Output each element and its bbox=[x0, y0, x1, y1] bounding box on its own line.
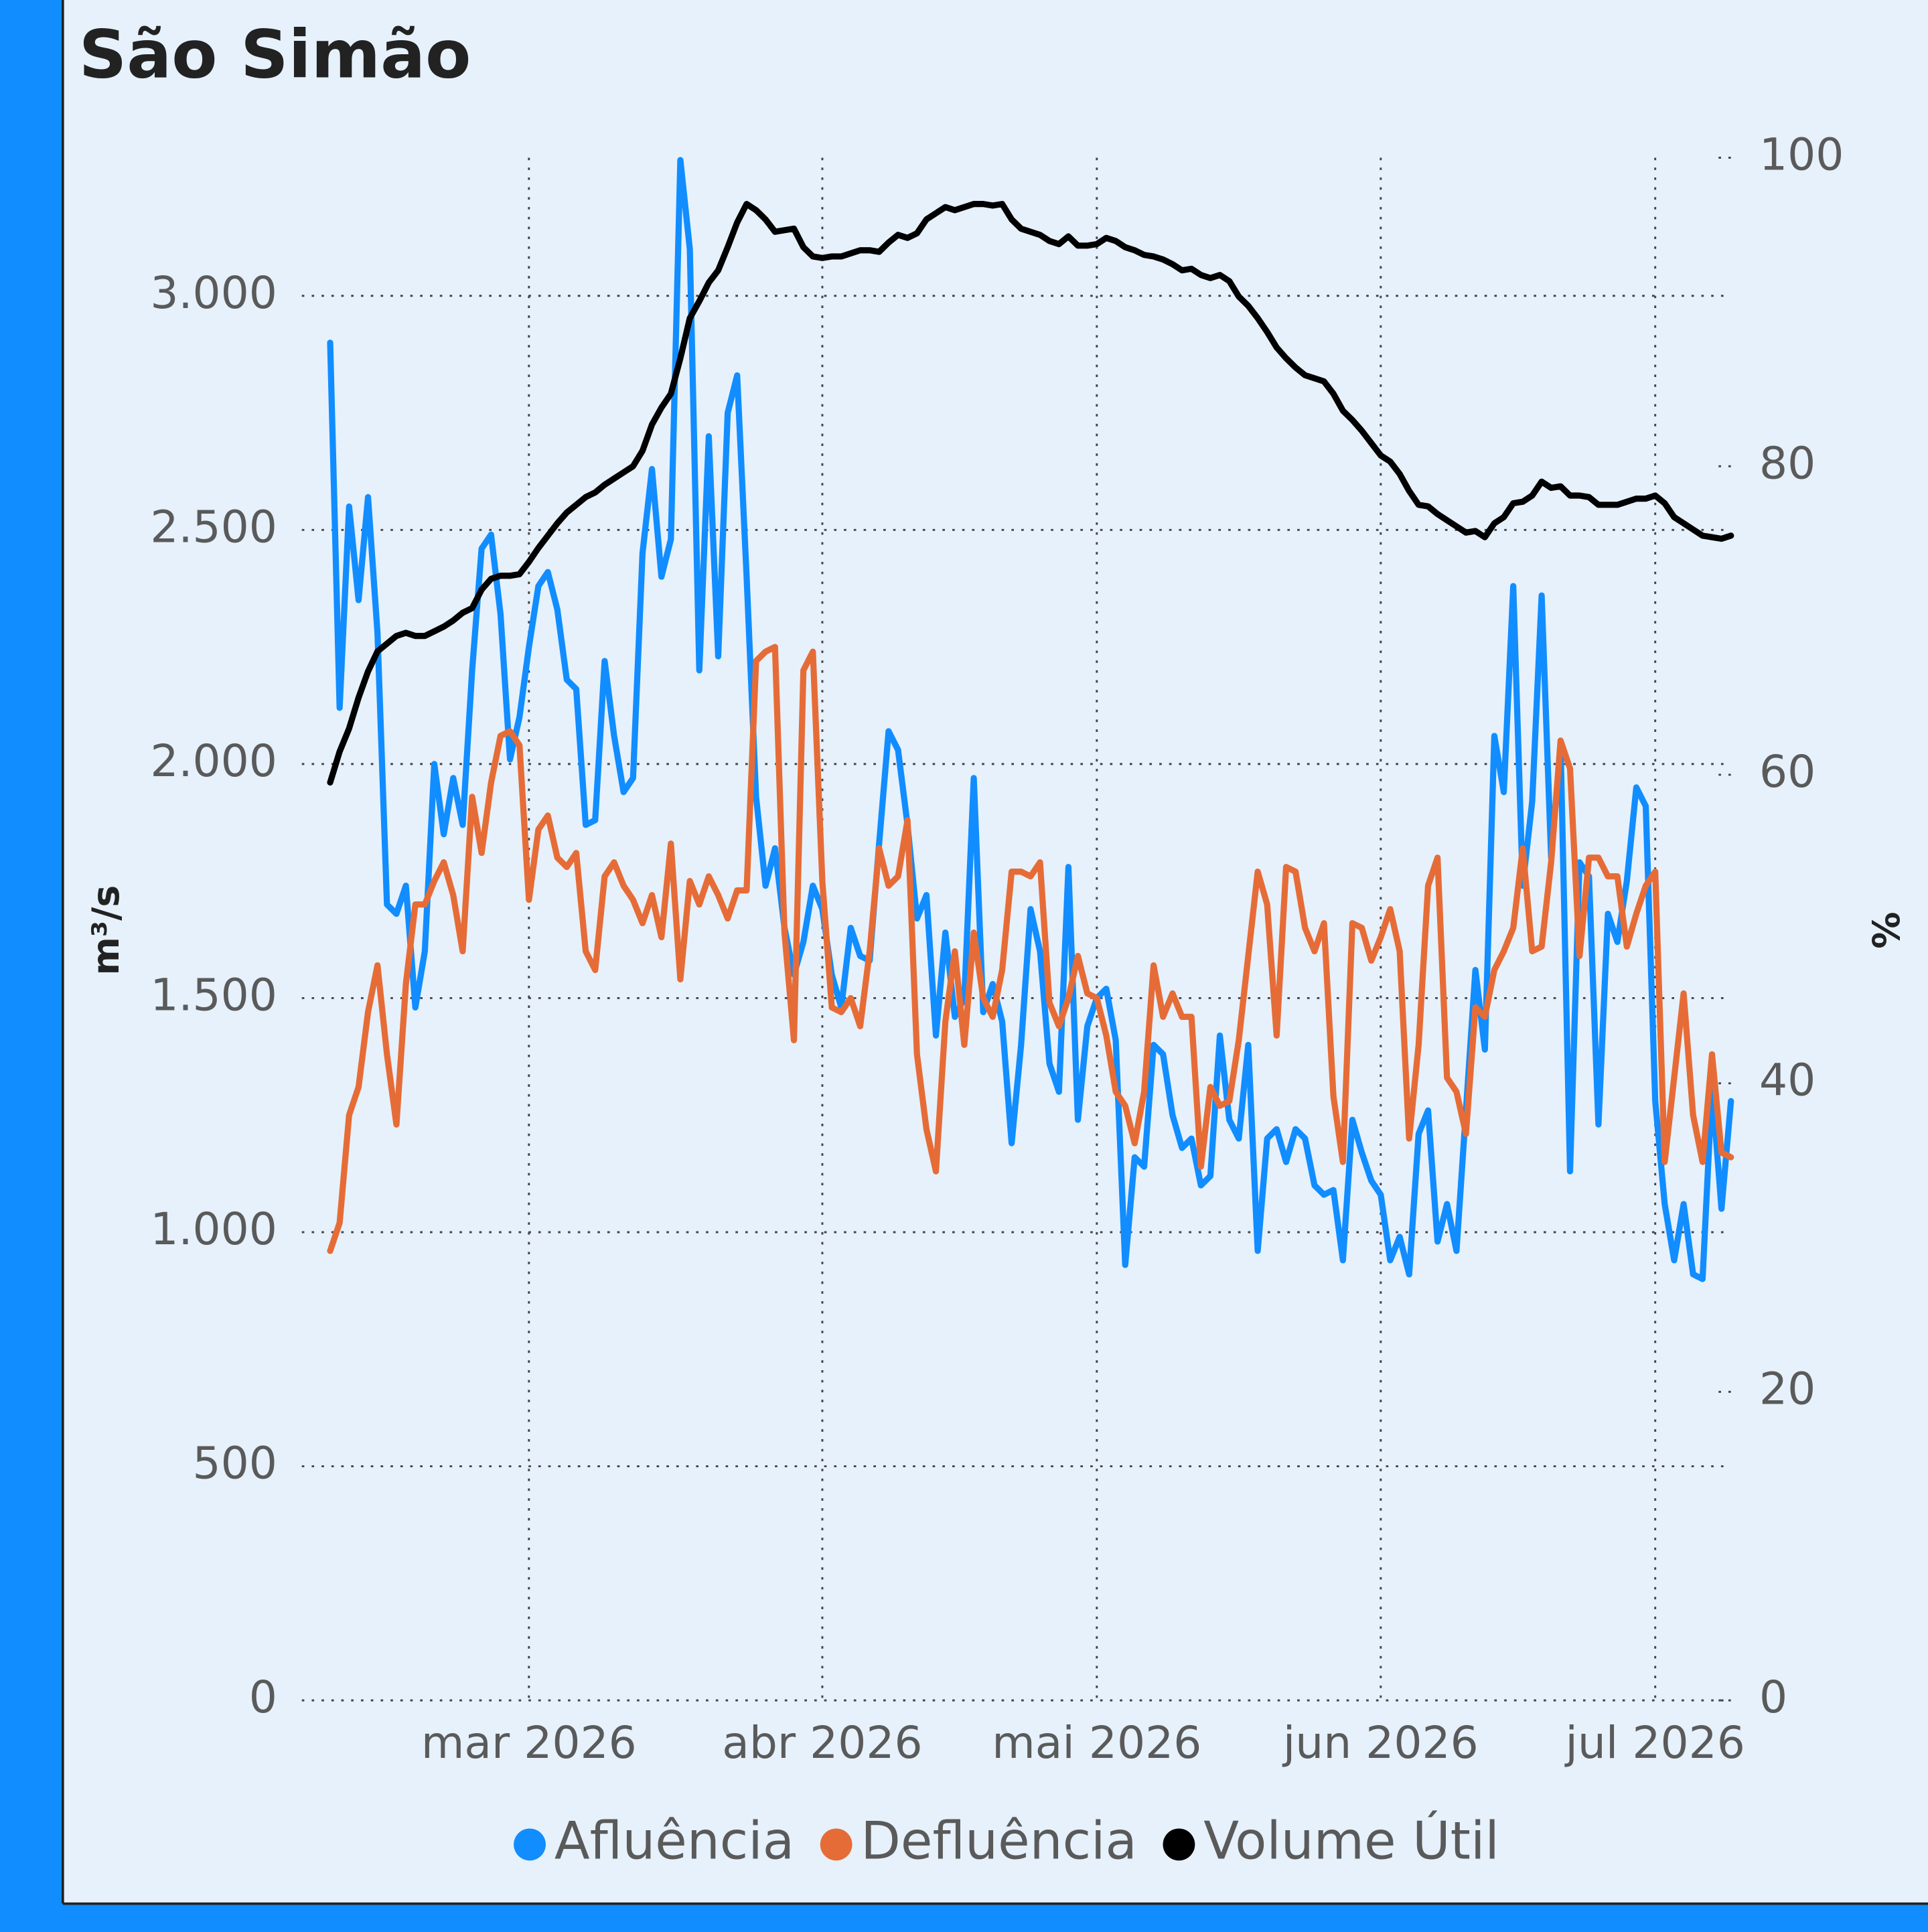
x-tick-label: jul 2026 bbox=[1564, 1717, 1745, 1769]
y-tick-label: 500 bbox=[193, 1438, 277, 1489]
y-axis-title: m³/s bbox=[85, 885, 128, 976]
legend-marker bbox=[1163, 1828, 1195, 1861]
y-tick-label: 3.000 bbox=[150, 267, 277, 319]
legend-label: Afluência bbox=[554, 1811, 794, 1871]
series-line bbox=[327, 157, 1734, 1282]
legend-marker bbox=[820, 1828, 852, 1861]
left-accent bbox=[0, 0, 62, 1932]
x-tick-label: abr 2026 bbox=[722, 1717, 922, 1769]
y-tick-label: 0 bbox=[249, 1671, 277, 1723]
y2-tick-label: 20 bbox=[1759, 1363, 1815, 1414]
series-line bbox=[327, 644, 1734, 1254]
x-tick-label: mai 2026 bbox=[992, 1717, 1201, 1769]
y2-tick-label: 80 bbox=[1759, 437, 1815, 489]
legend-label: Volume Útil bbox=[1203, 1810, 1499, 1871]
y2-tick-label: 60 bbox=[1759, 746, 1815, 798]
legend-label: Defluência bbox=[861, 1811, 1136, 1871]
y-tick-label: 2.500 bbox=[150, 501, 277, 552]
y2-tick-label: 0 bbox=[1759, 1671, 1787, 1723]
x-tick-label: jun 2026 bbox=[1282, 1717, 1479, 1769]
y-tick-label: 1.500 bbox=[150, 969, 277, 1021]
bottom-accent bbox=[0, 1903, 1928, 1932]
y2-tick-label: 100 bbox=[1759, 129, 1844, 181]
series-line bbox=[327, 201, 1734, 786]
y2-tick-label: 40 bbox=[1759, 1055, 1815, 1106]
chart-title: São Simão bbox=[79, 17, 471, 94]
y-tick-label: 2.000 bbox=[150, 735, 277, 787]
legend: Afluência Defluência Volume Útil bbox=[514, 1810, 1499, 1871]
legend-marker bbox=[514, 1828, 546, 1861]
y-tick-label: 1.000 bbox=[150, 1203, 277, 1255]
y2-axis-title: % bbox=[1863, 911, 1906, 948]
x-tick-label: mar 2026 bbox=[421, 1717, 637, 1769]
